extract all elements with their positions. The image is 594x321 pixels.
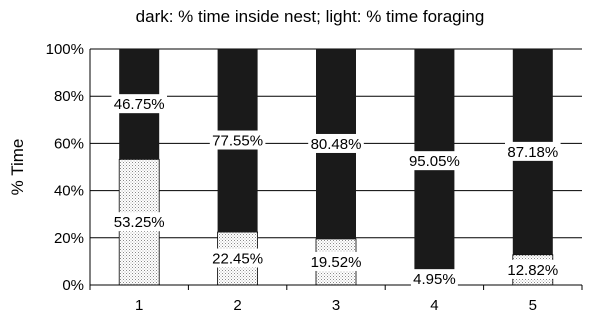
x-tick-label: 3 <box>332 297 340 314</box>
data-label-inside-nest: 46.75% <box>114 96 165 113</box>
data-label-foraging: 4.95% <box>413 271 456 288</box>
y-tick-label: 80% <box>54 88 84 105</box>
y-tick-label: 40% <box>54 183 84 200</box>
y-tick-label: 60% <box>54 135 84 152</box>
data-label-background <box>308 133 364 153</box>
data-label-background <box>308 251 364 271</box>
data-label-background <box>406 151 463 171</box>
x-tick-label: 1 <box>135 297 143 314</box>
data-label-foraging: 12.82% <box>507 262 558 279</box>
y-tick-label: 20% <box>54 230 84 247</box>
data-label-inside-nest: 95.05% <box>409 153 460 170</box>
data-label-background <box>209 130 266 150</box>
y-tick-label: 100% <box>46 41 84 58</box>
data-label-foraging: 22.45% <box>212 251 263 268</box>
x-tick-label: 2 <box>233 297 241 314</box>
x-tick-label: 5 <box>529 297 537 314</box>
data-label-inside-nest: 87.18% <box>507 144 558 161</box>
y-tick-label: 0% <box>62 277 84 294</box>
x-tick-label: 4 <box>430 297 438 314</box>
y-axis-label: % Time <box>8 139 27 196</box>
data-label-background <box>505 141 561 161</box>
data-label-background <box>410 269 458 289</box>
data-label-inside-nest: 80.48% <box>311 136 362 153</box>
data-label-inside-nest: 77.55% <box>212 133 263 150</box>
data-label-foraging: 53.25% <box>114 214 165 231</box>
data-label-background <box>209 248 266 268</box>
data-label-background <box>111 94 167 114</box>
data-label-background <box>505 259 561 279</box>
chart-title: dark: % time inside nest; light: % time … <box>136 7 485 26</box>
data-label-background <box>111 212 167 232</box>
data-label-foraging: 19.52% <box>311 254 362 271</box>
